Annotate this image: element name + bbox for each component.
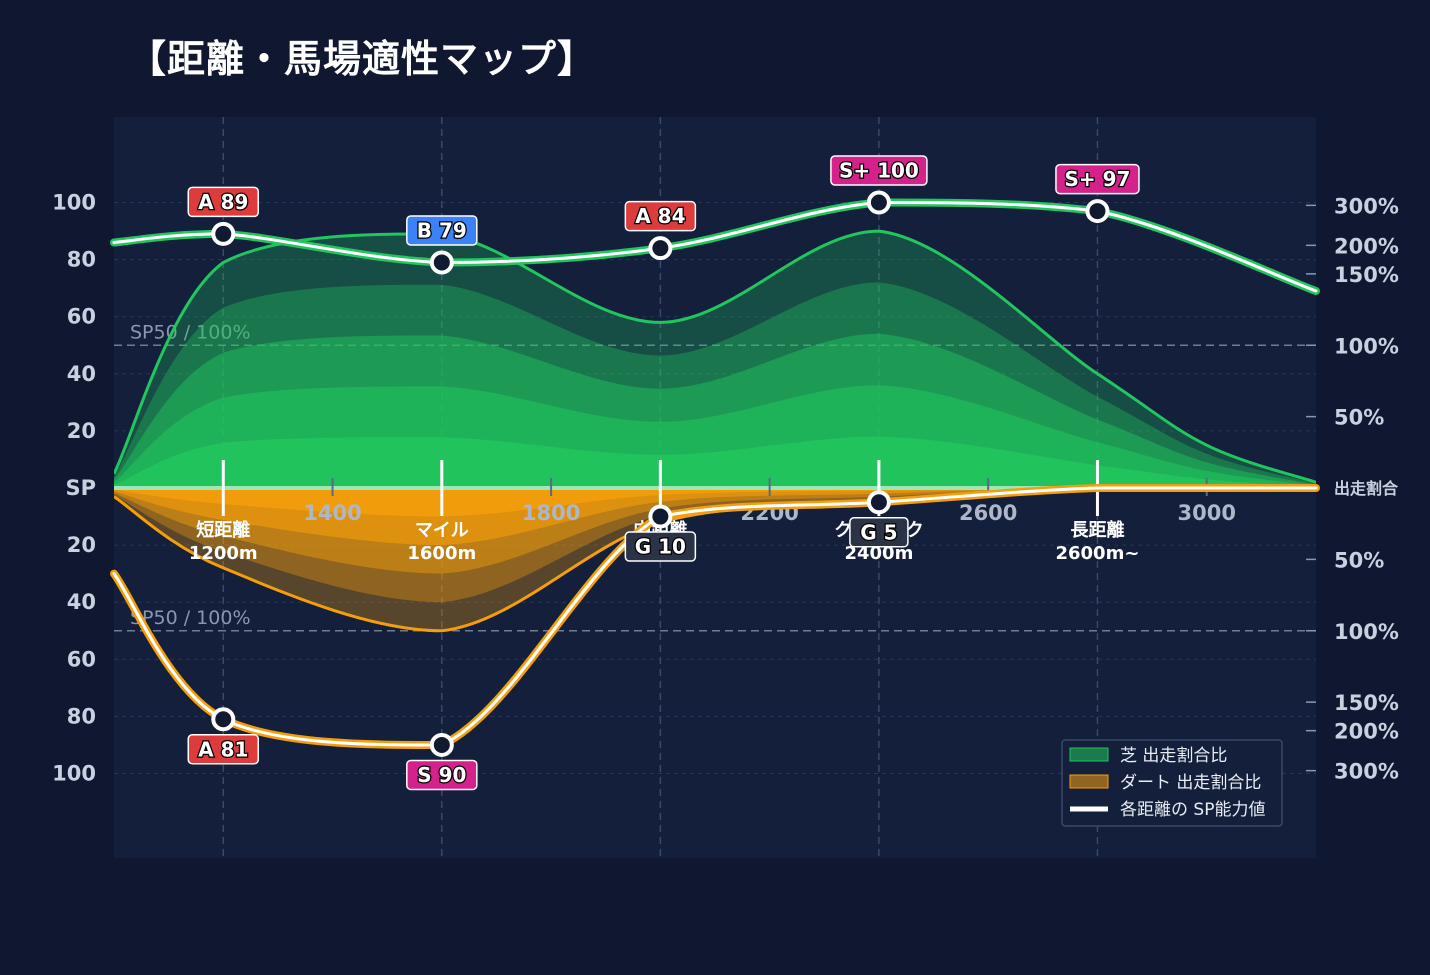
grade-badge-bg	[624, 200, 697, 232]
pct-tick-upper: 150%	[1334, 263, 1399, 287]
grade-badge-bg	[187, 734, 260, 765]
sp-point	[648, 504, 673, 529]
sp-point	[211, 707, 236, 732]
sp-point	[1085, 199, 1110, 224]
sp-point	[429, 732, 454, 757]
grade-badge-label: A 89	[198, 190, 248, 214]
x-tick-label: 3000	[1178, 501, 1236, 525]
reference-line-label: SP50 / 100%	[130, 321, 251, 343]
pct-tick-upper: 200%	[1334, 234, 1399, 258]
grade-badge-label: G 5	[860, 520, 897, 544]
legend-label-dirt: ダート 出走割合比	[1120, 773, 1261, 793]
turf-ratio-outline	[114, 229, 1316, 484]
grade-badge-bg	[406, 215, 478, 246]
category-name: 短距離	[196, 519, 250, 541]
dirt-ratio-area-band	[114, 488, 1316, 517]
grade-badge-label: G 10	[635, 535, 686, 559]
pct-tick-lower: 200%	[1334, 720, 1399, 744]
grade-badge-bg	[830, 155, 928, 186]
grade-badge-bg	[1055, 163, 1140, 195]
sp-point	[211, 221, 236, 246]
grade-badge: A 81	[187, 734, 260, 765]
grade-badge-label: S+ 97	[1064, 167, 1130, 191]
grade-badge: G 5	[849, 517, 909, 548]
category-name: 長距離	[1070, 519, 1124, 541]
grade-badge-label: B 79	[417, 218, 467, 242]
pct-tick-lower: 150%	[1334, 691, 1399, 715]
sp-tick-upper: 40	[67, 362, 96, 386]
grade-badge-label: S 90	[417, 763, 466, 787]
sp-point	[429, 250, 454, 275]
legend-label-turf: 芝 出走割合比	[1120, 746, 1227, 766]
grade-badge: B 79	[406, 215, 478, 246]
grade-badge-bg	[406, 759, 478, 791]
sp-tick-lower: 20	[67, 533, 96, 557]
grade-badge: S+ 100	[830, 155, 928, 186]
pct-tick-upper: 50%	[1334, 406, 1384, 430]
legend-label-sp: 各距離の SP能力値	[1120, 800, 1265, 820]
point-layer: A 89 B 79 A 84 S+ 100 S+ 97 A 81 S 90 G 10 G 5	[187, 155, 1140, 791]
sp-tick-upper: 80	[67, 248, 96, 272]
x-tick-label: 1800	[522, 501, 580, 525]
pct-tick-lower: 100%	[1334, 620, 1399, 644]
sp-tick-upper: 60	[67, 305, 96, 329]
sp-point	[866, 490, 891, 515]
sp-axis-label: SP	[65, 476, 96, 500]
sp-tick-lower: 40	[67, 590, 96, 614]
grade-badge-bg	[849, 517, 909, 548]
sp-tick-upper: 100	[52, 191, 96, 215]
x-tick-label: 2600	[959, 501, 1017, 525]
grade-badge-label: S+ 100	[839, 159, 919, 183]
pct-tick-lower: 300%	[1334, 760, 1399, 784]
pct-tick-upper: 300%	[1334, 194, 1399, 218]
grade-badge: S 90	[406, 759, 478, 791]
grade-badge: A 84	[624, 200, 697, 232]
sp-point	[648, 236, 673, 261]
pct-axis-label: 出走割合	[1334, 479, 1399, 498]
sp-tick-upper: 20	[67, 419, 96, 443]
reference-line-label: SP50 / 100%	[130, 607, 251, 629]
legend-box	[1061, 739, 1283, 827]
grade-badge: A 89	[187, 186, 260, 218]
area-layer	[114, 229, 1316, 633]
pct-tick-upper: 100%	[1334, 334, 1399, 358]
category-distance: 2400m	[844, 543, 913, 564]
legend-swatch-turf	[1069, 747, 1109, 762]
x-tick-label: 1400	[303, 501, 361, 525]
legend-swatch-dirt	[1069, 774, 1109, 789]
grade-badge: S+ 97	[1055, 163, 1140, 195]
grade-badge-label: A 84	[635, 204, 685, 228]
grade-badge: G 10	[624, 531, 697, 562]
sp-tick-lower: 60	[67, 647, 96, 671]
sp-point	[866, 190, 891, 215]
chart-title: 【距離・馬場適性マップ】	[128, 37, 597, 81]
category-distance: 1200m	[189, 543, 258, 564]
category-distance: 2600m~	[1055, 543, 1139, 564]
grade-badge-label: A 81	[198, 737, 248, 761]
sp-tick-lower: 100	[52, 762, 96, 786]
sp-tick-lower: 80	[67, 704, 96, 728]
category-name: マイル	[415, 520, 469, 541]
grade-badge-bg	[187, 186, 260, 218]
category-distance: 1600m	[407, 543, 476, 564]
grade-badge-bg	[624, 531, 697, 562]
pct-tick-lower: 50%	[1334, 548, 1384, 572]
turf-ratio-area-band	[114, 436, 1316, 488]
